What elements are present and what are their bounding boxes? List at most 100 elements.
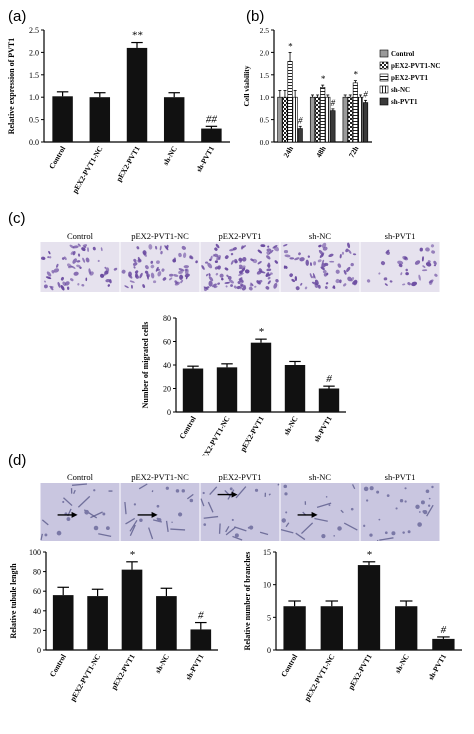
stained-cell	[314, 279, 319, 286]
cell-cluster	[399, 499, 404, 503]
significance-marker: #	[326, 373, 332, 385]
stained-cell	[97, 259, 100, 262]
stained-cell	[160, 250, 163, 255]
cell-cluster	[139, 518, 143, 522]
stained-cell	[257, 261, 262, 265]
stained-cell	[239, 260, 242, 264]
tubule	[426, 504, 434, 517]
stained-cell	[133, 258, 137, 263]
bar	[52, 595, 74, 650]
stained-cell	[335, 269, 340, 274]
cell-cluster	[328, 504, 331, 507]
significance-marker: **	[132, 30, 144, 42]
stained-cell	[294, 276, 298, 282]
cell-cluster	[93, 489, 96, 492]
cell-cluster	[56, 530, 62, 536]
stained-cell	[419, 247, 423, 252]
stained-cell	[321, 259, 325, 265]
stained-cell	[267, 245, 270, 248]
stained-cell	[70, 278, 74, 282]
stained-cell	[294, 257, 300, 261]
stained-cell	[307, 255, 311, 258]
cell-cluster	[369, 533, 373, 537]
stained-cell	[241, 265, 246, 269]
stained-cell	[145, 265, 149, 270]
cell-cluster	[378, 518, 381, 521]
y-tick-label: 5	[267, 613, 271, 622]
arrow-indicator	[151, 511, 158, 518]
x-tick-label: pEX2-PVT1-NC	[302, 653, 336, 703]
transwell-image-strip: Control pEX2-PVT1-NC pEX2-PVT1 sh-NC sh-PVT1	[40, 230, 440, 292]
stained-cell	[70, 265, 76, 269]
stained-cell	[425, 262, 432, 267]
tubule	[207, 501, 214, 513]
stained-cell	[339, 279, 342, 284]
micrograph-tile	[40, 242, 120, 292]
bar	[156, 596, 177, 650]
tubule	[218, 523, 221, 534]
stained-cell	[43, 284, 48, 289]
stained-cell	[178, 270, 183, 274]
stained-cell	[82, 257, 86, 263]
stained-cell	[180, 279, 184, 284]
stained-cell	[238, 257, 243, 262]
stained-cell	[164, 245, 169, 251]
stained-cell	[273, 246, 280, 252]
cell-cluster	[337, 526, 342, 531]
cell-cluster	[366, 499, 369, 502]
stained-cell	[77, 253, 81, 257]
significance-marker: *	[129, 549, 135, 561]
stained-cell	[46, 271, 52, 277]
significance-marker: #	[363, 89, 368, 99]
stained-cell	[232, 247, 237, 251]
cell-cluster	[425, 489, 430, 494]
stained-cell	[214, 260, 218, 264]
stained-cell	[49, 256, 52, 259]
stained-cell	[184, 273, 190, 278]
y-tick-label: 2.0	[260, 48, 270, 57]
stained-cell	[205, 286, 210, 289]
stained-cell	[40, 256, 46, 260]
cell-cluster	[156, 504, 160, 508]
stained-cell	[210, 255, 213, 262]
stained-cell	[225, 285, 228, 288]
stained-cell	[105, 279, 111, 283]
tubule	[77, 495, 91, 508]
cell-cluster	[254, 488, 259, 492]
y-tick-label: 2.0	[29, 48, 39, 57]
cell-cluster	[420, 500, 425, 505]
stained-cell	[146, 274, 149, 280]
bar	[182, 368, 204, 412]
arrow-indicator	[311, 511, 318, 518]
cell-cluster	[363, 486, 369, 492]
stained-cell	[144, 270, 149, 274]
x-tick-label: Control	[178, 415, 198, 441]
stained-cell	[321, 252, 325, 257]
cell-cluster	[177, 512, 183, 517]
stained-cell	[155, 266, 159, 272]
y-tick-label: 0.0	[260, 138, 270, 147]
stained-cell	[137, 256, 141, 262]
y-axis-label: Relative expression of PVT1	[7, 38, 16, 135]
stained-cell	[418, 274, 421, 281]
stained-cell	[384, 283, 388, 286]
stained-cell	[250, 258, 254, 262]
bar	[395, 606, 418, 650]
cell-cluster	[189, 498, 194, 503]
stained-cell	[350, 262, 354, 267]
stained-cell	[304, 286, 308, 290]
stained-cell	[425, 247, 430, 252]
tubule	[170, 528, 186, 531]
stained-cell	[208, 276, 214, 282]
stained-cell	[322, 269, 327, 274]
micrograph-label: sh-NC	[309, 231, 332, 241]
x-tick-label: 48h	[314, 144, 328, 159]
bar	[121, 569, 143, 650]
micrograph-label: Control	[67, 231, 94, 241]
micrograph-background	[120, 483, 200, 541]
micrograph-tile	[360, 483, 440, 542]
tubule	[301, 522, 314, 535]
stained-cell	[266, 255, 271, 260]
x-tick-label: sh-NC	[393, 653, 411, 675]
stained-cell	[168, 277, 173, 281]
